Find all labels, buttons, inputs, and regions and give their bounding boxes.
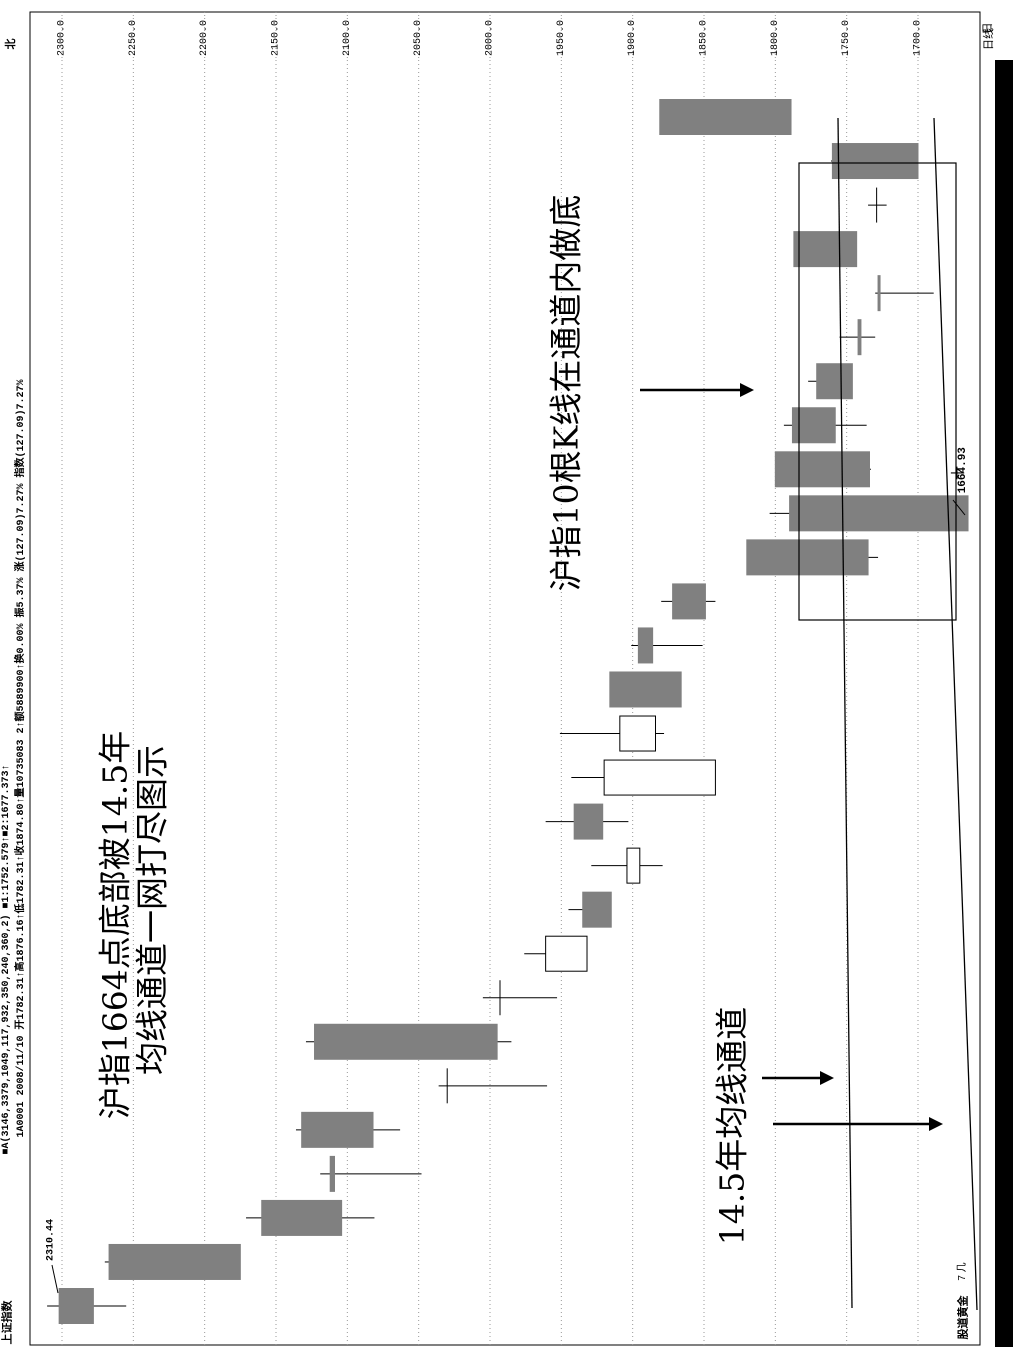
y-tick-label: 2150.0	[271, 20, 282, 56]
candle	[830, 143, 919, 180]
candle-body	[857, 319, 862, 356]
y-tick-label: 2300.0	[57, 20, 68, 56]
low-label: 1664.93	[957, 447, 969, 494]
arrow-channel-2	[773, 1117, 943, 1131]
candle	[524, 935, 588, 972]
candle	[438, 1068, 548, 1104]
y-tick-label: 2200.0	[199, 20, 210, 56]
candle-body	[619, 715, 656, 752]
candle	[631, 627, 703, 664]
candle	[591, 847, 663, 884]
daily-line-tab[interactable]: 日线	[981, 28, 995, 50]
candle-body	[831, 143, 919, 180]
candle	[482, 980, 558, 1016]
y-tick-label: 1950.0	[556, 20, 567, 56]
header-line-2: 1A0001 2008/11/10 开1782.31↑高1876.16↑低178…	[13, 379, 27, 1137]
title-line-1: 沪指1664点底部被14.5年	[96, 731, 135, 1119]
arrow-channel-1	[762, 1071, 834, 1085]
candle-body	[626, 847, 641, 884]
k10-box	[798, 162, 957, 621]
candle-body	[314, 1023, 498, 1060]
y-tick-label: 2050.0	[413, 20, 424, 56]
low-leader	[952, 499, 966, 516]
candle-body	[877, 275, 881, 312]
y-tick-label: 1800.0	[770, 20, 781, 56]
candle-body	[793, 231, 858, 268]
candle	[609, 671, 682, 708]
candle-body	[789, 495, 969, 532]
candle	[769, 495, 969, 532]
candle-body	[545, 935, 588, 972]
candle	[793, 231, 858, 268]
title-line-2: 均线通道一网打尽图示	[133, 745, 172, 1075]
y-tick-label: 2000.0	[485, 20, 496, 56]
candle	[47, 1288, 127, 1324]
brand-label-2: 7 几	[956, 1262, 968, 1280]
candle	[568, 891, 612, 928]
right-black-bar	[995, 60, 1013, 1347]
candle-body	[746, 539, 869, 576]
candle	[774, 451, 871, 488]
candle	[320, 1155, 422, 1192]
candle-body	[301, 1111, 374, 1148]
index-name: 上证指数	[0, 1300, 13, 1345]
ten-mark: 十	[950, 466, 966, 480]
candle	[104, 1243, 241, 1280]
y-tick-label: 2100.0	[342, 20, 353, 56]
channel-lines	[837, 117, 978, 1311]
candle-body	[261, 1199, 343, 1236]
candle-body	[774, 451, 870, 488]
candle	[571, 759, 716, 796]
candle	[868, 187, 887, 223]
candle-body	[573, 803, 604, 840]
candle-body	[582, 891, 612, 928]
candle	[305, 1023, 512, 1060]
candle	[559, 715, 665, 752]
candle	[295, 1111, 401, 1148]
candle-body	[659, 99, 792, 135]
y-tick-label: 1850.0	[699, 20, 710, 56]
candle	[875, 275, 934, 312]
candle-body	[816, 363, 853, 400]
corner-top-right[interactable]: 日	[982, 23, 994, 34]
candle	[808, 363, 853, 400]
header-line-1: ■A(3146,3379,1049,117,932,350,240,360,2)…	[0, 764, 12, 1154]
brand-label: 股道黄金	[955, 1295, 969, 1340]
candle	[659, 99, 792, 135]
y-tick-label: 2250.0	[128, 20, 139, 56]
candle-body	[637, 627, 654, 664]
y-tick-label: 1700.0	[913, 20, 924, 56]
candle	[746, 539, 879, 576]
corner-top-left[interactable]: 北	[3, 39, 17, 50]
candle	[545, 803, 629, 840]
candle-body	[609, 671, 682, 708]
candle-body	[329, 1155, 335, 1192]
y-tick-label: 1900.0	[627, 20, 638, 56]
k10-label: 沪指10根K线在通道内做底	[547, 195, 586, 592]
candle	[839, 319, 876, 356]
arrow-k10	[640, 383, 754, 397]
channel-label: 14.5年均线通道	[713, 1007, 752, 1245]
candle	[661, 583, 716, 620]
high-leader	[51, 1264, 59, 1294]
candle-body	[58, 1288, 94, 1324]
y-tick-label: 1750.0	[841, 20, 852, 56]
candle-body	[108, 1243, 241, 1280]
candle-body	[603, 759, 716, 796]
candle	[246, 1199, 375, 1236]
high-label: 2310.44	[46, 1219, 57, 1261]
candle-body	[672, 583, 706, 620]
